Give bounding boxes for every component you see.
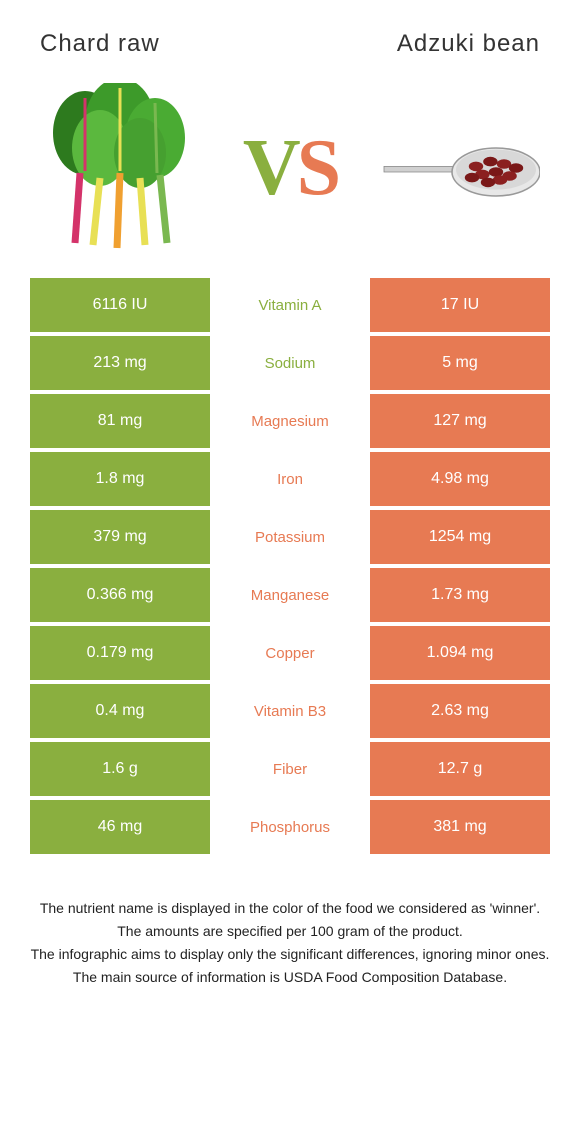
value-right: 4.98 mg xyxy=(370,452,550,506)
nutrient-row: 1.8 mgIron4.98 mg xyxy=(30,452,550,506)
vs-letter-v: V xyxy=(243,124,297,212)
value-right: 1.73 mg xyxy=(370,568,550,622)
value-right: 17 IU xyxy=(370,278,550,332)
title-right: Adzuki bean xyxy=(397,30,540,58)
nutrient-label: Copper xyxy=(210,626,370,680)
value-right: 1.094 mg xyxy=(370,626,550,680)
value-right: 12.7 g xyxy=(370,742,550,796)
value-left: 1.8 mg xyxy=(30,452,210,506)
hero-row: VS xyxy=(0,68,580,278)
value-left: 213 mg xyxy=(30,336,210,390)
nutrient-row: 0.366 mgManganese1.73 mg xyxy=(30,568,550,622)
nutrient-label: Potassium xyxy=(210,510,370,564)
vs-letter-s: S xyxy=(297,124,338,212)
value-right: 127 mg xyxy=(370,394,550,448)
value-left: 0.4 mg xyxy=(30,684,210,738)
value-left: 0.179 mg xyxy=(30,626,210,680)
value-left: 46 mg xyxy=(30,800,210,854)
nutrient-row: 81 mgMagnesium127 mg xyxy=(30,394,550,448)
value-left: 81 mg xyxy=(30,394,210,448)
nutrient-label: Vitamin A xyxy=(210,278,370,332)
nutrient-row: 213 mgSodium5 mg xyxy=(30,336,550,390)
value-right: 5 mg xyxy=(370,336,550,390)
footer-line: The infographic aims to display only the… xyxy=(30,944,550,965)
footer-line: The nutrient name is displayed in the co… xyxy=(30,898,550,919)
nutrient-label: Magnesium xyxy=(210,394,370,448)
nutrient-row: 1.6 gFiber12.7 g xyxy=(30,742,550,796)
title-left: Chard raw xyxy=(40,30,160,58)
nutrient-label: Vitamin B3 xyxy=(210,684,370,738)
nutrient-label: Manganese xyxy=(210,568,370,622)
nutrient-row: 46 mgPhosphorus381 mg xyxy=(30,800,550,854)
nutrient-table: 6116 IUVitamin A17 IU213 mgSodium5 mg81 … xyxy=(0,278,580,858)
value-left: 6116 IU xyxy=(30,278,210,332)
footer-line: The main source of information is USDA F… xyxy=(30,967,550,988)
nutrient-label: Iron xyxy=(210,452,370,506)
footer-line: The amounts are specified per 100 gram o… xyxy=(30,921,550,942)
value-right: 2.63 mg xyxy=(370,684,550,738)
value-right: 1254 mg xyxy=(370,510,550,564)
nutrient-row: 6116 IUVitamin A17 IU xyxy=(30,278,550,332)
nutrient-row: 0.179 mgCopper1.094 mg xyxy=(30,626,550,680)
nutrient-row: 379 mgPotassium1254 mg xyxy=(30,510,550,564)
nutrient-label: Fiber xyxy=(210,742,370,796)
nutrient-label: Sodium xyxy=(210,336,370,390)
nutrient-row: 0.4 mgVitamin B32.63 mg xyxy=(30,684,550,738)
adzuki-image xyxy=(380,83,540,253)
value-left: 379 mg xyxy=(30,510,210,564)
vs-label: VS xyxy=(243,123,337,214)
footer-notes: The nutrient name is displayed in the co… xyxy=(0,858,580,990)
value-right: 381 mg xyxy=(370,800,550,854)
nutrient-label: Phosphorus xyxy=(210,800,370,854)
value-left: 1.6 g xyxy=(30,742,210,796)
value-left: 0.366 mg xyxy=(30,568,210,622)
chard-image xyxy=(40,83,200,253)
titles-row: Chard raw Adzuki bean xyxy=(0,0,580,68)
